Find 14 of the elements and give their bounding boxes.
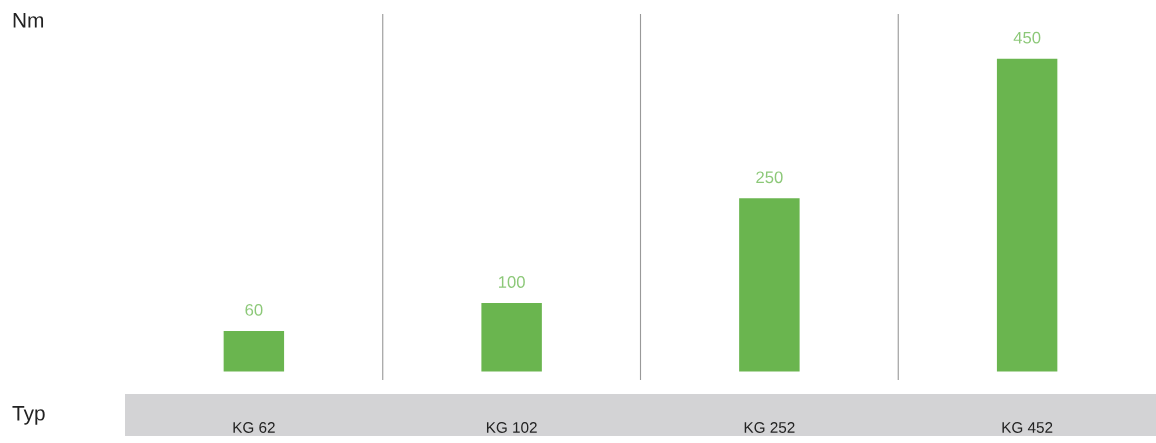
y-axis-title: Nm — [13, 13, 44, 28]
bar — [737, 196, 801, 373]
data-label: 250 — [756, 171, 783, 184]
data-label: 450 — [1013, 31, 1041, 44]
x-tick-label: KG 252 — [744, 422, 795, 433]
x-tick-label: KG 62 — [233, 422, 275, 433]
bar — [995, 57, 1059, 373]
x-tick-label: KG 452 — [1002, 422, 1053, 433]
data-label: 60 — [245, 304, 263, 316]
data-label: 100 — [498, 276, 525, 288]
x-axis-title: Typ — [12, 406, 45, 425]
x-tick-label: KG 102 — [486, 422, 537, 433]
bar — [222, 329, 286, 373]
bar — [479, 301, 544, 373]
